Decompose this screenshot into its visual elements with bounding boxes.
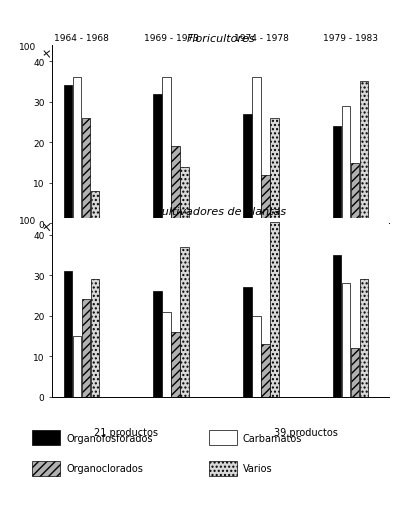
Bar (162, 312, 171, 397)
Bar (73, 336, 81, 397)
Bar (261, 345, 270, 397)
Bar (180, 247, 189, 397)
Bar (342, 106, 350, 224)
Text: 1969 - 1973: 1969 - 1973 (144, 34, 198, 43)
Bar (180, 167, 189, 224)
Bar (91, 279, 99, 397)
Bar (270, 119, 279, 224)
Bar (91, 191, 99, 224)
Bar (261, 176, 270, 224)
Text: 1964 - 1968: 1964 - 1968 (54, 34, 109, 43)
Bar (171, 332, 180, 397)
Bar (82, 300, 90, 397)
Bar (252, 78, 261, 224)
Bar (360, 279, 369, 397)
Text: Organofosforados: Organofosforados (66, 433, 153, 443)
Text: 32 productos: 32 productos (94, 254, 158, 264)
Text: 60 productos: 60 productos (274, 254, 338, 264)
Bar (333, 256, 342, 397)
Bar (333, 127, 342, 224)
Bar (342, 284, 350, 397)
Bar (162, 78, 171, 224)
Text: 100: 100 (19, 216, 36, 225)
Bar (351, 349, 359, 397)
Bar (64, 271, 72, 397)
Bar (243, 288, 252, 397)
Bar (154, 292, 162, 397)
Bar (270, 223, 279, 397)
Text: 1979 - 1983: 1979 - 1983 (323, 34, 378, 43)
Text: 1974 - 1978: 1974 - 1978 (233, 34, 288, 43)
Text: Carbamatos: Carbamatos (243, 433, 302, 443)
Bar (82, 119, 90, 224)
Bar (154, 94, 162, 224)
Bar (171, 147, 180, 224)
Bar (73, 78, 81, 224)
Text: 39 productos: 39 productos (274, 428, 338, 437)
Title: Floricultores: Floricultores (186, 34, 255, 44)
Bar (360, 82, 369, 224)
Text: Varios: Varios (243, 463, 272, 473)
Text: Organoclorados: Organoclorados (66, 463, 143, 473)
Bar (64, 87, 72, 224)
Text: 21 productos: 21 productos (94, 428, 158, 437)
Text: 100: 100 (19, 43, 36, 52)
Bar (252, 316, 261, 397)
Bar (351, 163, 359, 224)
Bar (243, 115, 252, 224)
Title: Cultivadores de plantas: Cultivadores de plantas (154, 207, 287, 217)
